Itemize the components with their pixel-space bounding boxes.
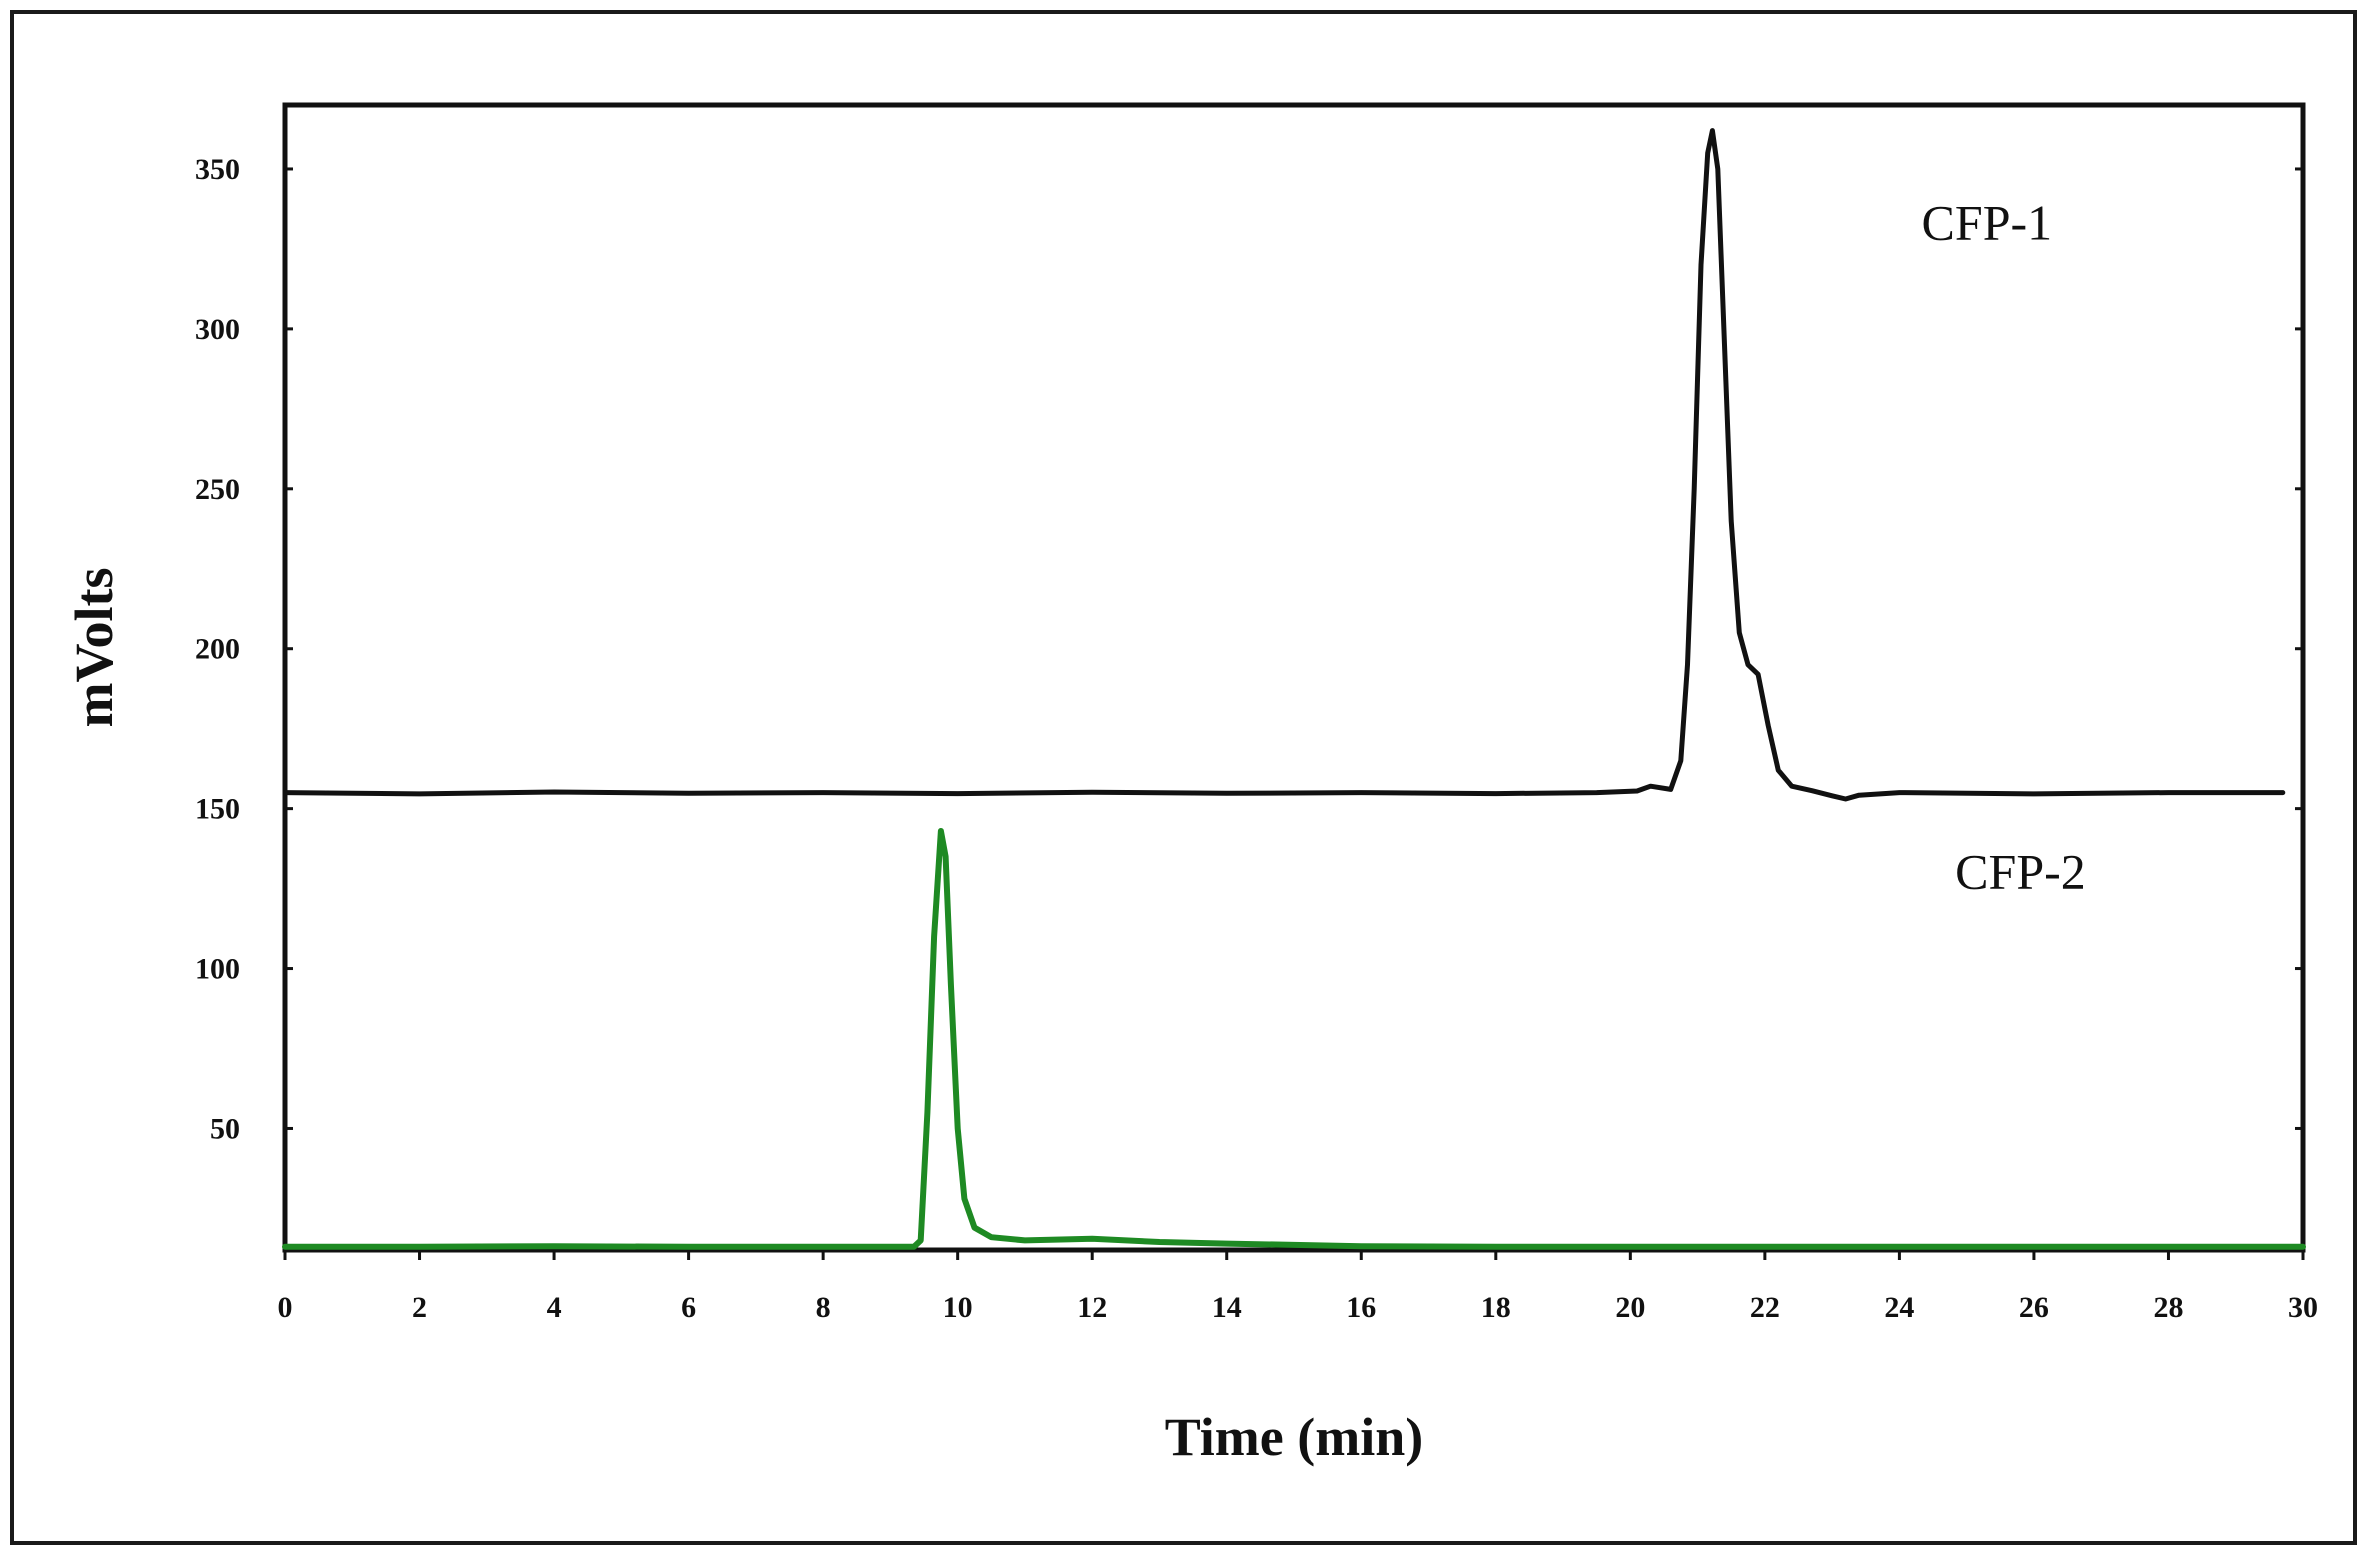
x-tick-label: 8	[816, 1291, 831, 1324]
x-tick-label: 6	[681, 1291, 696, 1324]
x-tick-label: 4	[547, 1291, 562, 1324]
x-tick-label: 22	[1750, 1291, 1780, 1324]
series-line-cfp-2	[282, 828, 2306, 1250]
x-tick-label: 26	[2019, 1291, 2049, 1324]
y-tick-label: 100	[195, 953, 240, 986]
y-tick-label: 350	[195, 153, 240, 186]
y-axis-title: mVolts	[64, 567, 124, 727]
y-tick-label: 250	[195, 473, 240, 506]
y-tick-label: 200	[195, 633, 240, 666]
x-tick-label: 24	[1884, 1291, 1914, 1324]
series-line-cfp-1	[282, 128, 2286, 802]
y-tick-label: 300	[195, 313, 240, 346]
y-tick-label: 150	[195, 793, 240, 826]
x-tick-label: 2	[412, 1291, 427, 1324]
y-tick-label: 50	[210, 1112, 240, 1145]
x-tick-label: 16	[1346, 1291, 1376, 1324]
series-label-cfp-1: CFP-1	[1922, 194, 2053, 250]
x-tick-label: 12	[1077, 1291, 1107, 1324]
figure-border	[10, 10, 2357, 1545]
x-tick-label: 28	[2153, 1291, 2183, 1324]
x-tick-label: 0	[278, 1291, 293, 1324]
x-tick-label: 14	[1212, 1291, 1242, 1324]
x-tick-label: 30	[2288, 1291, 2318, 1324]
x-tick-label: 20	[1615, 1291, 1645, 1324]
x-axis-title: Time (min)	[1165, 1407, 1423, 1467]
x-tick-label: 18	[1481, 1291, 1511, 1324]
x-tick-label: 10	[943, 1291, 973, 1324]
series-label-cfp-2: CFP-2	[1955, 844, 2086, 900]
plot-area	[282, 102, 2306, 1253]
